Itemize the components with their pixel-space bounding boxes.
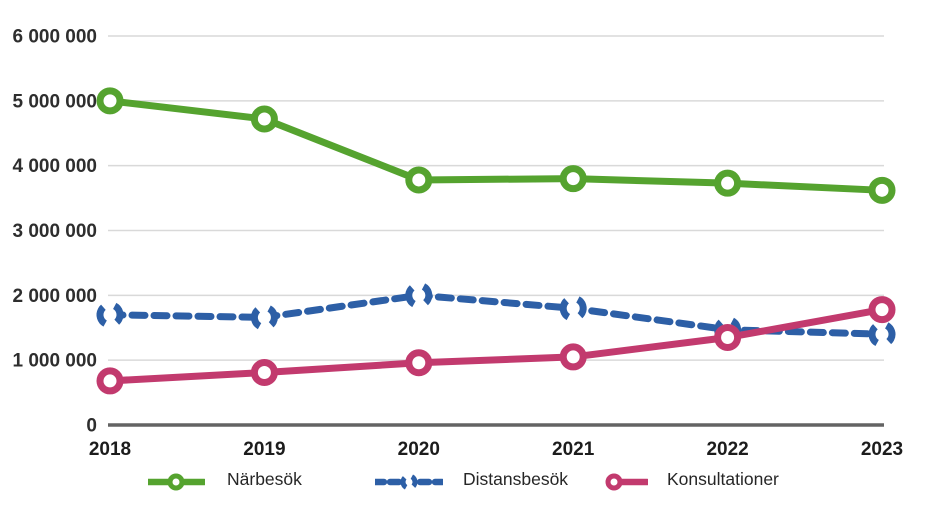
x-axis-tick-label: 2022 (706, 439, 748, 460)
data-point-marker (714, 323, 742, 351)
narbesok-legend-marker-icon (144, 471, 208, 493)
data-point-marker (96, 301, 124, 329)
x-axis-tick-label: 2021 (552, 439, 595, 460)
konsultationer-legend-marker-icon (605, 471, 651, 493)
x-axis-tick-label: 2020 (398, 439, 440, 460)
data-point-marker (96, 87, 124, 115)
data-point-marker (559, 165, 587, 193)
y-axis-tick-label: 2 000 000 (12, 286, 97, 307)
series-line-närbesök (106, 97, 886, 194)
y-axis-tick-label: 3 000 000 (12, 221, 97, 242)
data-point-marker (250, 105, 278, 133)
data-point-marker (868, 320, 896, 348)
x-axis-tick-label: 2023 (861, 439, 903, 460)
data-point-marker (559, 294, 587, 322)
data-point-marker (714, 169, 742, 197)
y-axis-tick-label: 4 000 000 (12, 156, 97, 177)
data-point-marker (868, 176, 896, 204)
legend-label-konsultationer: Konsultationer (667, 469, 779, 489)
legend-label-distansbesok: Distansbesök (463, 469, 569, 489)
y-axis-tick-label: 6 000 000 (12, 27, 97, 48)
distansbesok-legend-marker-icon (371, 471, 446, 493)
x-axis-tick-label: 2019 (243, 439, 285, 460)
data-point-marker (405, 281, 433, 309)
data-point-marker (250, 358, 278, 386)
y-axis-tick-label: 5 000 000 (12, 91, 97, 112)
y-axis-tick-label: 0 (86, 416, 97, 437)
legend-label-narbesok: Närbesök (227, 469, 302, 489)
data-point-marker (405, 349, 433, 377)
data-point-marker (405, 166, 433, 194)
data-point-marker (559, 343, 587, 371)
x-axis-tick-label: 2018 (89, 439, 131, 460)
series-line-konsultationer (106, 306, 886, 385)
data-point-marker (868, 296, 896, 324)
data-point-marker (96, 367, 124, 395)
data-point-marker (250, 303, 278, 331)
y-axis-tick-label: 1 000 000 (12, 351, 97, 372)
